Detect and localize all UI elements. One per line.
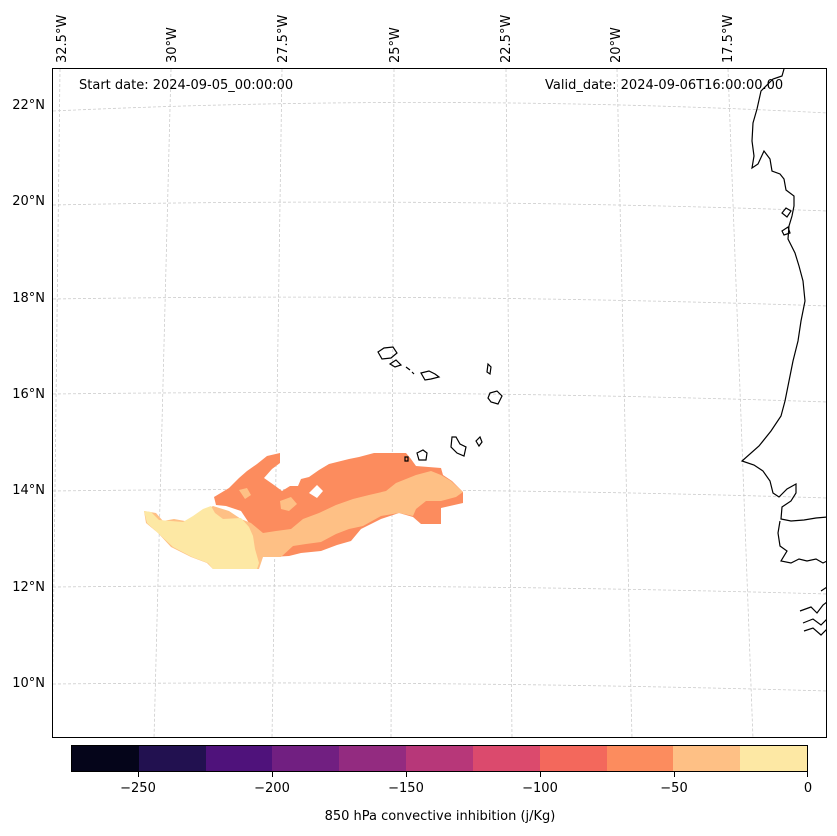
- coast-islet-1: [781, 207, 792, 218]
- cb-label-neg250: −250: [120, 781, 156, 796]
- coast-islet-2: [781, 226, 791, 236]
- colorbar-segment: [673, 746, 741, 771]
- colorbar-segment: [472, 746, 540, 771]
- island-sal: [486, 362, 492, 376]
- parallel-10n: [53, 682, 826, 692]
- cin-patch-1: [280, 497, 297, 511]
- colorbar-tick: [540, 772, 541, 777]
- parallel-18n: [53, 296, 826, 307]
- colorbar-title: 850 hPa convective inhibition (j/Kg): [324, 809, 556, 824]
- cb-label-neg100: −100: [522, 781, 558, 796]
- lat-label-14n: 14°N: [12, 483, 45, 498]
- lon-label-30w: 30°W: [165, 27, 180, 63]
- island-santo-antao: [377, 346, 398, 360]
- parallel-16n: [53, 392, 826, 403]
- colorbar-segment: [406, 746, 473, 771]
- lon-label-22-5w: 22.5°W: [499, 14, 514, 63]
- island-sao-vicente: [388, 359, 403, 368]
- colorbar-tick: [272, 772, 273, 777]
- colorbar-segment: [138, 746, 206, 771]
- meridian-22-5w: [505, 69, 513, 737]
- colorbar-segment: [539, 746, 607, 771]
- coastlines: [377, 69, 826, 636]
- cin-field: [144, 453, 463, 569]
- map-frame: [52, 68, 827, 738]
- parallel-20n: [53, 201, 826, 212]
- colorbar-tick: [674, 772, 675, 777]
- meridian-17-5w: [727, 69, 754, 737]
- lat-label-12n: 12°N: [12, 580, 45, 595]
- cin-patch-2: [309, 485, 323, 498]
- cb-label-neg50: −50: [660, 781, 688, 796]
- africa-coastline: [740, 69, 826, 522]
- colorbar-tick: [406, 772, 407, 777]
- meridian-25w: [390, 69, 395, 737]
- start-date-label: Start date: 2024-09-05_00:00:00: [79, 78, 294, 93]
- meridian-32-5w: [53, 69, 61, 689]
- colorbar-segment: [205, 746, 273, 771]
- colorbar-tick: [807, 772, 808, 777]
- cb-label-neg150: −150: [388, 781, 424, 796]
- colorbar-segment: [272, 746, 340, 771]
- colorbar-segment: [72, 746, 139, 771]
- cb-label-0: 0: [803, 781, 813, 796]
- island-santa-luzia: [405, 366, 415, 375]
- parallel-22n: [53, 102, 826, 114]
- valid-date-label: Valid_date: 2024-09-06T16:00:00.00: [545, 78, 784, 93]
- island-santiago: [450, 436, 467, 457]
- colorbar-segment: [740, 746, 807, 771]
- lon-label-25w: 25°W: [388, 27, 403, 63]
- cb-label-neg200: −200: [254, 781, 290, 796]
- cin-patch-3: [239, 488, 251, 499]
- cin-region-yellow: [144, 506, 259, 569]
- parallel-12n: [53, 585, 826, 595]
- colorbar: [71, 745, 808, 772]
- lat-label-22n: 22°N: [12, 98, 45, 113]
- island-boa-vista: [487, 390, 503, 405]
- lon-label-20w: 20°W: [609, 27, 624, 63]
- meridian-27-5w: [271, 69, 283, 737]
- graticule: [53, 69, 826, 737]
- lat-label-18n: 18°N: [12, 291, 45, 306]
- senegal-coast: [777, 520, 826, 564]
- island-maio: [475, 435, 483, 448]
- colorbar-tick: [138, 772, 139, 777]
- colorbar-segment: [339, 746, 407, 771]
- meridian-30w: [153, 69, 172, 737]
- lat-label-20n: 20°N: [12, 194, 45, 209]
- lon-label-32-5w: 32.5°W: [55, 14, 70, 63]
- lon-label-17-5w: 17.5°W: [721, 14, 736, 63]
- lon-label-27-5w: 27.5°W: [276, 14, 291, 63]
- meridian-20w: [616, 69, 633, 737]
- island-brava: [404, 456, 409, 462]
- lat-label-16n: 16°N: [12, 387, 45, 402]
- map-canvas: [53, 69, 826, 737]
- lat-label-10n: 10°N: [12, 676, 45, 691]
- colorbar-segment: [606, 746, 674, 771]
- island-sao-nicolau: [420, 370, 441, 381]
- guinea-coast: [799, 586, 826, 636]
- island-fogo: [416, 449, 428, 461]
